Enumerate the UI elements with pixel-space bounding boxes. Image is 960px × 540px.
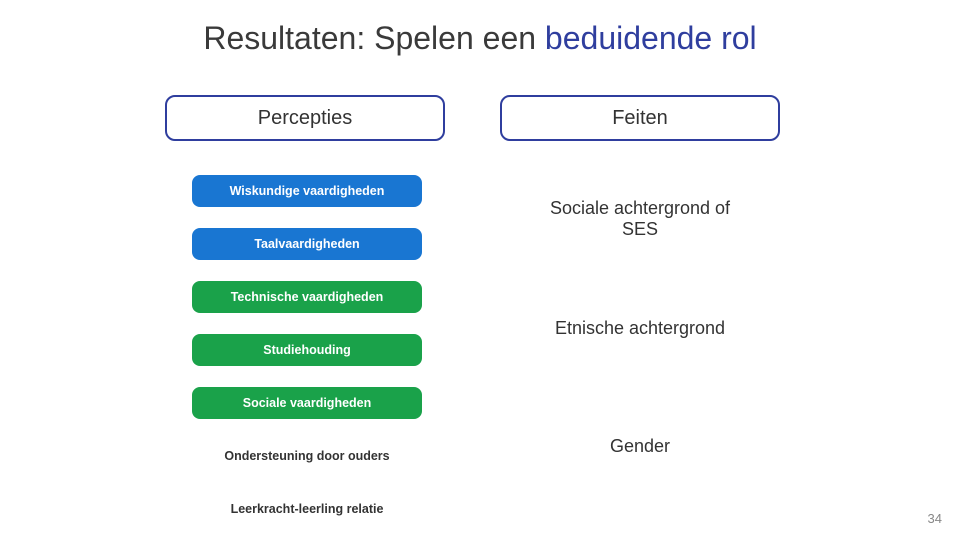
perceptie-studiehouding: Studiehouding	[192, 334, 422, 366]
pill-label: Wiskundige vaardigheden	[230, 184, 385, 198]
header-feiten-label: Feiten	[612, 107, 668, 130]
pill-label: Ondersteuning door ouders	[224, 449, 389, 463]
perceptie-sociale-vaardigheden: Sociale vaardigheden	[192, 387, 422, 419]
pill-label: Gender	[610, 436, 670, 457]
feit-etnische-achtergrond: Etnische achtergrond	[540, 300, 740, 356]
page-number: 34	[928, 511, 942, 526]
pill-label: Taalvaardigheden	[254, 237, 359, 251]
header-percepties-label: Percepties	[258, 107, 353, 130]
pill-label: Sociale vaardigheden	[243, 396, 372, 410]
perceptie-technische: Technische vaardigheden	[192, 281, 422, 313]
header-feiten: Feiten	[500, 95, 780, 141]
feit-sociale-achtergrond: Sociale achtergrond of SES	[540, 178, 740, 260]
pill-label: Leerkracht-leerling relatie	[231, 502, 384, 516]
pill-label: Etnische achtergrond	[555, 318, 725, 339]
perceptie-taal: Taalvaardigheden	[192, 228, 422, 260]
perceptie-leerkracht-relatie: Leerkracht-leerling relatie	[192, 493, 422, 525]
perceptie-wiskundige: Wiskundige vaardigheden	[192, 175, 422, 207]
title-prefix: Resultaten: Spelen een	[203, 20, 545, 56]
header-percepties: Percepties	[165, 95, 445, 141]
feit-gender: Gender	[540, 428, 740, 464]
pill-label: Sociale achtergrond of SES	[546, 198, 734, 239]
slide-title: Resultaten: Spelen een beduidende rol	[0, 20, 960, 57]
slide: Resultaten: Spelen een beduidende rol Pe…	[0, 0, 960, 540]
pill-label: Studiehouding	[263, 343, 350, 357]
perceptie-ondersteuning-ouders: Ondersteuning door ouders	[192, 440, 422, 472]
title-emphasis: beduidende rol	[545, 20, 757, 56]
pill-label: Technische vaardigheden	[231, 290, 384, 304]
